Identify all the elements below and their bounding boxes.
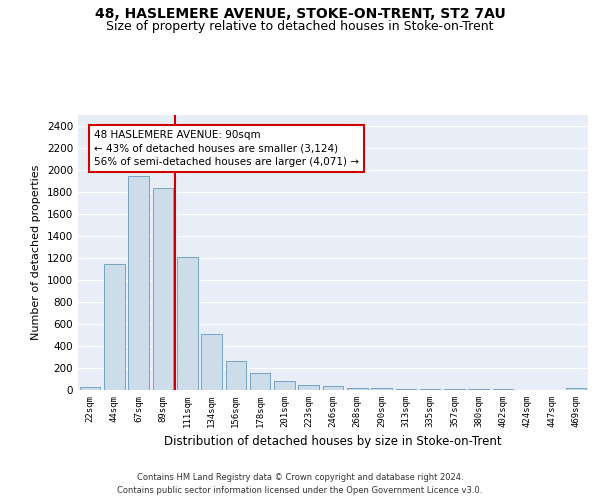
Bar [177, 257, 197, 390]
Text: 48, HASLEMERE AVENUE, STOKE-ON-TRENT, ST2 7AU: 48, HASLEMERE AVENUE, STOKE-ON-TRENT, ST… [95, 8, 505, 22]
Bar [371, 388, 392, 390]
Bar [250, 373, 271, 390]
Bar [347, 388, 368, 390]
Bar [80, 386, 100, 390]
Y-axis label: Number of detached properties: Number of detached properties [31, 165, 41, 340]
Bar [128, 176, 149, 390]
Bar [444, 389, 465, 390]
X-axis label: Distribution of detached houses by size in Stoke-on-Trent: Distribution of detached houses by size … [164, 436, 502, 448]
Bar [274, 380, 295, 390]
Bar [323, 386, 343, 390]
Text: Contains HM Land Registry data © Crown copyright and database right 2024.
Contai: Contains HM Land Registry data © Crown c… [118, 474, 482, 495]
Bar [566, 388, 586, 390]
Bar [298, 385, 319, 390]
Bar [104, 264, 125, 390]
Bar [152, 188, 173, 390]
Bar [226, 361, 246, 390]
Bar [420, 389, 440, 390]
Bar [395, 388, 416, 390]
Text: 48 HASLEMERE AVENUE: 90sqm
← 43% of detached houses are smaller (3,124)
56% of s: 48 HASLEMERE AVENUE: 90sqm ← 43% of deta… [94, 130, 359, 167]
Text: Size of property relative to detached houses in Stoke-on-Trent: Size of property relative to detached ho… [106, 20, 494, 33]
Bar [201, 334, 222, 390]
